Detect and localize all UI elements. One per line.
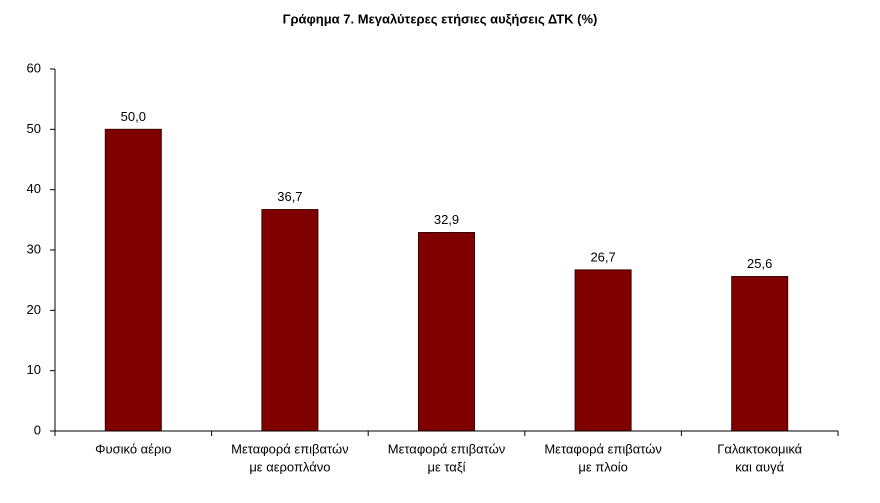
y-tick-label: 50 <box>27 121 41 136</box>
x-tick-label: Μεταφορά επιβατών <box>544 441 662 456</box>
y-tick-label: 0 <box>34 422 41 437</box>
bar <box>418 232 475 432</box>
bar <box>574 269 632 432</box>
data-label: 25,6 <box>747 256 772 271</box>
bar <box>731 276 789 432</box>
bar <box>261 209 319 432</box>
chart-title: Γράφημα 7. Μεγαλύτερες ετήσιες αυξήσεις … <box>283 11 598 26</box>
x-tick-label: με αεροπλάνο <box>249 459 330 474</box>
data-label: 32,9 <box>434 212 459 227</box>
y-tick-label: 60 <box>27 60 41 75</box>
x-tick-label: και αυγά <box>735 459 784 474</box>
data-label: 26,7 <box>590 249 615 264</box>
y-tick-label: 40 <box>27 181 41 196</box>
x-tick-label: Μεταφορά επιβατών <box>388 441 506 456</box>
bar <box>104 128 162 432</box>
x-tick-label: Γαλακτοκομικά <box>717 441 802 456</box>
y-tick-label: 30 <box>27 241 41 256</box>
x-tick-label: Μεταφορά επιβατών <box>231 441 349 456</box>
x-tick-label: Φυσικό αέριο <box>95 441 171 456</box>
x-tick-label: με πλοίο <box>578 459 628 474</box>
x-tick-label: με ταξί <box>427 459 465 474</box>
data-label: 50,0 <box>121 109 146 124</box>
y-tick-label: 20 <box>27 302 41 317</box>
y-tick-label: 10 <box>27 362 41 377</box>
data-label: 36,7 <box>277 189 302 204</box>
